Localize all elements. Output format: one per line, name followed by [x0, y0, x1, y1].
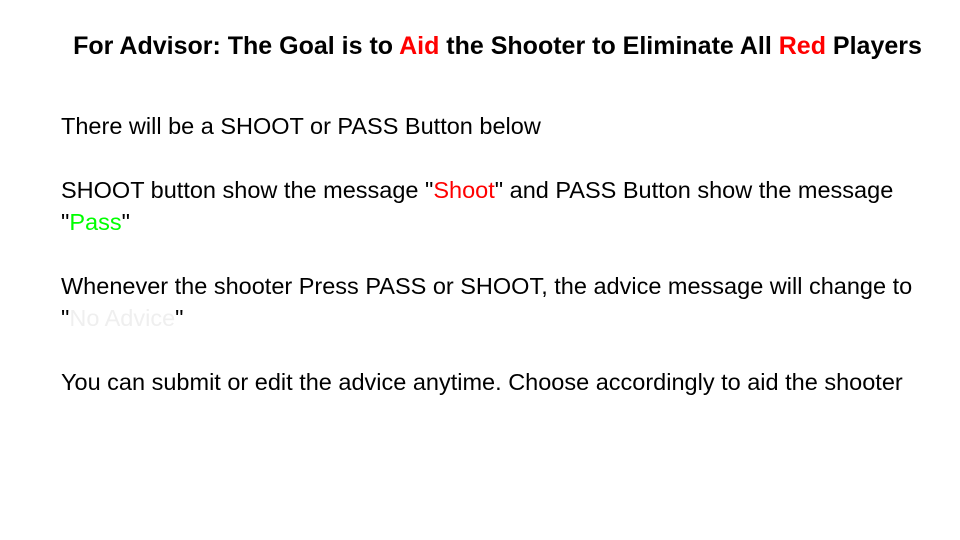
- instruction-paragraph-4: You can submit or edit the advice anytim…: [61, 366, 921, 398]
- instruction-paragraph-3: Whenever the shooter Press PASS or SHOOT…: [61, 270, 921, 334]
- pass-message-highlight: Pass: [69, 209, 122, 235]
- title-red-highlight: Red: [778, 32, 826, 60]
- instruction-paragraph-1: There will be a SHOOT or PASS Button bel…: [61, 110, 921, 142]
- paragraph-2-text-2: " and PASS Button show the message ": [61, 177, 894, 235]
- title-text-2: the Shooter to Eliminate All: [439, 32, 779, 60]
- paragraph-3-text-2: ": [175, 305, 184, 331]
- page-title: For Advisor: The Goal is to Aid the Shoo…: [40, 30, 955, 63]
- title-aid-highlight: Aid: [399, 32, 440, 60]
- no-advice-message-highlight: No Advice: [69, 305, 176, 331]
- title-text-3: Players: [825, 32, 922, 60]
- title-text-1: For Advisor: The Goal is to: [73, 32, 400, 60]
- paragraph-2-text-1: SHOOT button show the message ": [61, 177, 434, 203]
- paragraph-4-text: You can submit or edit the advice anytim…: [61, 369, 903, 395]
- paragraph-2-text-3: ": [121, 209, 130, 235]
- paragraph-1-text: There will be a SHOOT or PASS Button bel…: [61, 113, 541, 139]
- paragraph-3-text-1: Whenever the shooter Press PASS or SHOOT…: [61, 273, 913, 331]
- instruction-paragraph-2: SHOOT button show the message "Shoot" an…: [61, 174, 921, 238]
- instructions: There will be a SHOOT or PASS Button bel…: [61, 110, 921, 430]
- shoot-message-highlight: Shoot: [433, 177, 495, 203]
